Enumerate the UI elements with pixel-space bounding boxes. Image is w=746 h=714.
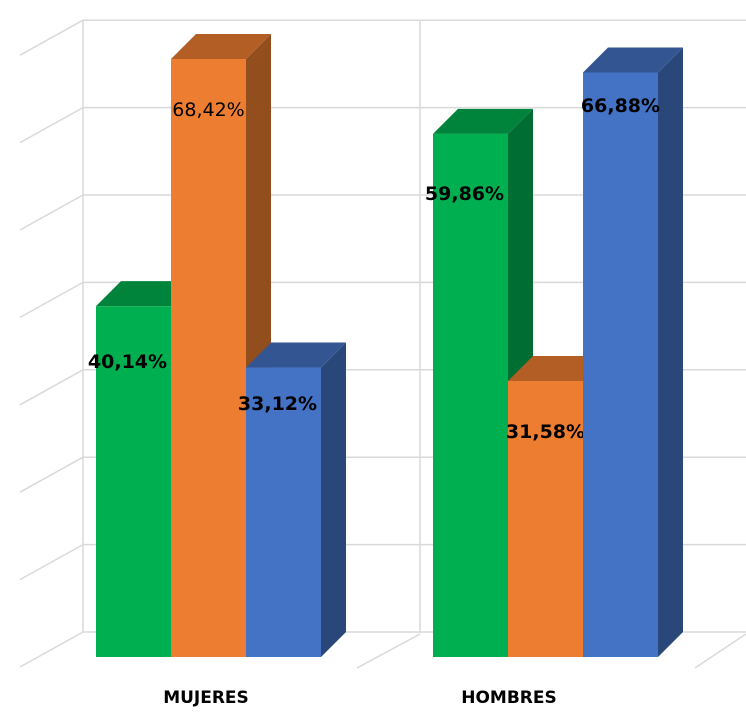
data-label: 31,58% [506, 421, 585, 443]
side-gridline [19, 631, 84, 668]
floor-gridline [694, 633, 746, 669]
category-label-mujeres: MUJERES [163, 688, 249, 708]
bar-side [321, 342, 346, 657]
side-gridline [19, 369, 84, 406]
floor-gridline [356, 633, 421, 669]
bar-top [171, 34, 271, 60]
bar [508, 380, 583, 657]
side-gridline [19, 456, 84, 493]
data-label: 59,86% [425, 183, 504, 205]
bar [171, 59, 246, 657]
side-gridline [19, 281, 84, 319]
data-label: 40,14% [88, 351, 167, 373]
data-label: 33,12% [238, 393, 317, 415]
data-label: 66,88% [581, 95, 660, 117]
side-gridline [19, 19, 84, 56]
side-gridline [19, 106, 84, 144]
data-label: 68,42% [172, 99, 244, 121]
category-label-hombres: HOMBRES [461, 688, 557, 708]
bar-top [433, 108, 533, 134]
side-gridline [19, 543, 84, 581]
bar [433, 133, 508, 657]
bar [583, 72, 658, 657]
bar-top [246, 342, 346, 368]
bar-side [658, 47, 683, 657]
bar-top [583, 47, 683, 73]
bar [96, 306, 171, 657]
side-gridline [19, 194, 84, 231]
bar [246, 367, 321, 657]
